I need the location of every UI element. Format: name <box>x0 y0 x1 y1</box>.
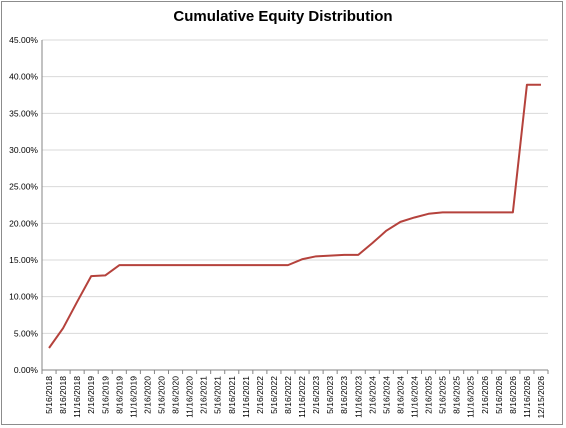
y-tick-label: 5.00% <box>14 328 39 338</box>
x-tick-label: 5/16/2021 <box>213 376 223 414</box>
x-tick-label: 11/16/2018 <box>72 376 82 418</box>
x-tick-label: 11/16/2025 <box>466 376 476 418</box>
x-tick-label: 12/15/2026 <box>536 376 546 419</box>
x-tick-label: 5/16/2019 <box>100 376 110 414</box>
x-tick-label: 2/16/2025 <box>424 376 434 414</box>
x-tick-label: 5/16/2023 <box>325 376 335 414</box>
x-tick-label: 8/16/2021 <box>227 376 237 414</box>
x-tick-label: 5/16/2018 <box>44 376 54 414</box>
x-tick-label: 5/16/2025 <box>438 376 448 414</box>
y-tick-label: 25.00% <box>9 182 38 192</box>
x-tick-label: 8/16/2026 <box>508 376 518 414</box>
y-axis-ticks: 0.00% 5.00% 10.00% 15.00% 20.00% 25.00% 30.00%… <box>9 35 38 375</box>
x-tick-label: 2/16/2019 <box>86 376 96 414</box>
x-tick-label: 8/16/2025 <box>452 376 462 414</box>
x-tick-label: 5/16/2020 <box>156 376 166 414</box>
x-tick-label: 11/16/2024 <box>409 376 419 418</box>
y-tick-label: 0.00% <box>14 365 39 375</box>
y-tick-label: 35.00% <box>9 108 38 118</box>
series-line-group <box>48 83 541 349</box>
x-tick-label: 5/16/2024 <box>381 376 391 414</box>
x-tick-label: 2/16/2026 <box>480 376 490 414</box>
x-tick-label: 8/16/2022 <box>283 376 293 414</box>
x-axis-ticks: 5/16/2018 8/16/2018 11/16/2018 2/16/2019 5/1… <box>41 370 549 419</box>
x-tick-label: 8/16/2019 <box>114 376 124 414</box>
x-tick-label: 5/16/2022 <box>269 376 279 414</box>
series-line <box>48 83 541 349</box>
y-tick-label: 40.00% <box>9 72 38 82</box>
x-tick-label: 8/16/2023 <box>339 376 349 414</box>
y-tick-label: 30.00% <box>9 145 38 155</box>
x-tick-label: 11/16/2022 <box>297 376 307 418</box>
x-tick-label: 11/16/2020 <box>185 376 195 418</box>
x-tick-label: 11/16/2026 <box>522 376 532 418</box>
y-tick-label: 45.00% <box>9 35 38 45</box>
x-tick-label: 2/16/2023 <box>311 376 321 414</box>
x-tick-label: 2/16/2022 <box>255 376 265 414</box>
y-tick-label: 20.00% <box>9 218 38 228</box>
x-tick-label: 8/16/2018 <box>58 376 68 414</box>
y-tick-label: 10.00% <box>9 292 38 302</box>
x-tick-label: 11/16/2021 <box>241 376 251 418</box>
gridlines <box>42 39 548 334</box>
x-tick-label: 11/16/2023 <box>353 376 363 418</box>
x-tick-label: 2/16/2024 <box>367 376 377 414</box>
x-tick-label: 11/16/2019 <box>128 376 138 418</box>
x-tick-label: 5/16/2026 <box>494 376 504 414</box>
x-tick-label: 2/16/2021 <box>199 376 209 414</box>
y-tick-label: 15.00% <box>9 255 38 265</box>
x-tick-label: 8/16/2024 <box>395 376 405 414</box>
x-tick-label: 8/16/2020 <box>171 376 181 414</box>
axes <box>41 40 548 371</box>
chart-title: Cumulative Equity Distribution <box>173 8 393 25</box>
x-tick-label: 2/16/2020 <box>142 376 152 414</box>
